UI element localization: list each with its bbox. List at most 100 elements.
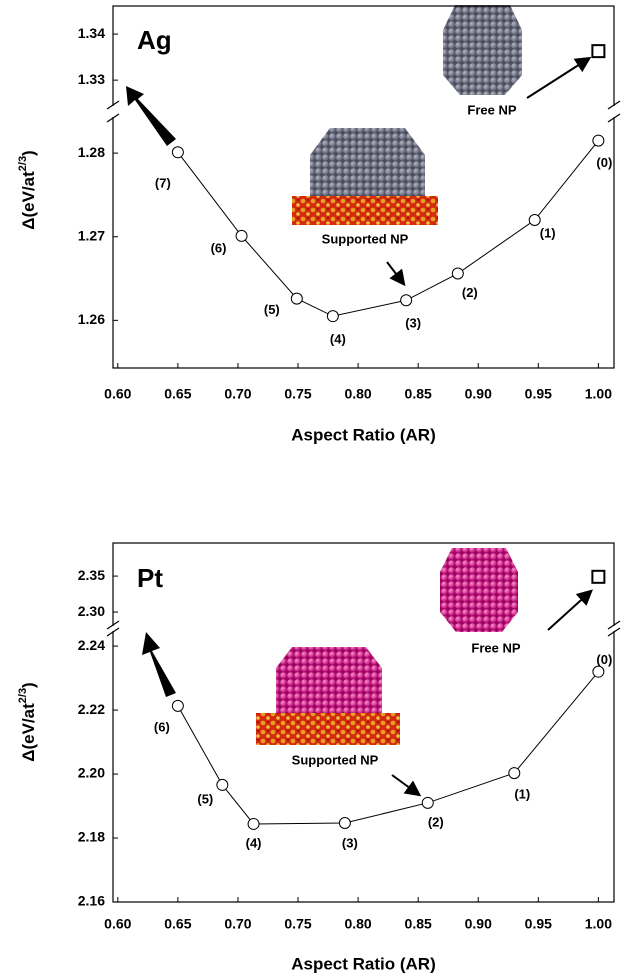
- y-axis-title-part: 2/3: [17, 156, 29, 171]
- plot-frame: [112, 542, 615, 903]
- x-axis-title: Aspect Ratio (AR): [291, 954, 436, 973]
- x-tick-label: 0.70: [224, 916, 251, 932]
- data-point: [421, 796, 434, 809]
- free-np-image: [443, 5, 522, 95]
- arrow: [526, 56, 592, 99]
- y-tick-label: 1.28: [78, 144, 105, 160]
- arrow: [386, 261, 406, 287]
- x-tick-label: 0.60: [104, 386, 131, 402]
- axis-break: [607, 620, 621, 630]
- x-tick-label: 0.70: [224, 386, 251, 402]
- x-tick-label: 0.85: [405, 386, 432, 402]
- x-tick-label: 0.90: [465, 916, 492, 932]
- y-tick-label: 2.22: [78, 701, 105, 717]
- y-tick-label: 1.33: [78, 71, 105, 87]
- point-label: (4): [246, 835, 262, 850]
- x-tick-label: 0.65: [164, 386, 191, 402]
- point-label: (1): [514, 787, 530, 802]
- free-np-point: [591, 569, 606, 584]
- axis-break: [608, 626, 620, 631]
- thick-arrow: [142, 632, 176, 697]
- data-point: [235, 229, 248, 242]
- y-axis-title-part: ): [19, 682, 38, 688]
- x-tick-label: 0.60: [104, 916, 131, 932]
- point-label: (0): [596, 155, 612, 170]
- axis-break: [106, 113, 120, 123]
- annotation: Supported NP: [292, 752, 379, 767]
- x-tick-label: 0.80: [344, 916, 371, 932]
- x-tick-label: 0.90: [465, 386, 492, 402]
- y-tick-label: 2.20: [78, 765, 105, 781]
- point-label: (4): [330, 332, 346, 347]
- axis-break: [106, 627, 120, 637]
- x-tick-label: 0.85: [405, 916, 432, 932]
- y-tick-label: 2.35: [78, 567, 105, 583]
- supported-np-image: [276, 647, 382, 713]
- data-point: [400, 294, 413, 307]
- point-label: (3): [342, 835, 358, 850]
- data-point: [338, 816, 351, 829]
- data-point: [508, 767, 521, 780]
- y-axis-title: Δ(eV/at2/3): [17, 150, 39, 229]
- data-point: [326, 310, 339, 323]
- free-np-image: [440, 548, 518, 632]
- y-tick-label: 1.26: [78, 311, 105, 327]
- supported-np-image: [310, 128, 425, 196]
- arrow: [547, 589, 593, 631]
- data-point: [592, 665, 605, 678]
- axis-break: [106, 100, 120, 110]
- y-tick-label: 2.30: [78, 603, 105, 619]
- data-point: [247, 817, 260, 830]
- substrate-image: [292, 196, 438, 225]
- annotation: Free NP: [467, 102, 516, 117]
- data-point: [528, 214, 541, 227]
- plot-frame: [112, 5, 615, 369]
- data-line: [177, 671, 599, 825]
- data-point: [451, 267, 464, 280]
- y-axis-title-part: 2/3: [17, 688, 29, 703]
- y-tick-label: 2.24: [78, 637, 105, 653]
- point-label: (3): [405, 316, 421, 331]
- data-line: [177, 140, 599, 317]
- panel-label: Pt: [137, 563, 163, 593]
- y-axis-title-part: ): [19, 150, 38, 156]
- x-tick-label: 0.75: [284, 386, 311, 402]
- x-axis-title: Aspect Ratio (AR): [291, 425, 436, 444]
- x-tick-label: 1.00: [585, 386, 612, 402]
- y-tick-label: 1.27: [78, 227, 105, 243]
- y-axis-title: Δ(eV/at2/3): [17, 682, 39, 761]
- substrate-image: [256, 713, 400, 745]
- x-tick-label: 0.95: [525, 386, 552, 402]
- point-label: (5): [197, 791, 213, 806]
- x-tick-label: 0.65: [164, 916, 191, 932]
- axis-break: [607, 627, 621, 637]
- thick-arrow: [126, 86, 176, 146]
- point-label: (2): [428, 814, 444, 829]
- y-axis-title-part: Δ(eV/at: [19, 171, 38, 230]
- point-label: (6): [211, 240, 227, 255]
- point-label: (5): [264, 302, 280, 317]
- point-label: (6): [154, 719, 170, 734]
- data-point: [290, 292, 303, 305]
- x-tick-label: 1.00: [585, 916, 612, 932]
- panel-label: Ag: [137, 25, 172, 55]
- point-label: (1): [540, 225, 556, 240]
- axis-break: [106, 620, 120, 630]
- y-axis-title-part: Δ(eV/at: [19, 703, 38, 762]
- annotation: Free NP: [471, 640, 520, 655]
- data-point: [216, 778, 229, 791]
- x-tick-label: 0.80: [344, 386, 371, 402]
- y-tick-label: 2.18: [78, 829, 105, 845]
- y-tick-label: 1.34: [78, 25, 105, 41]
- x-tick-label: 0.75: [284, 916, 311, 932]
- x-tick-label: 0.95: [525, 916, 552, 932]
- point-label: (7): [155, 176, 171, 191]
- y-tick-label: 2.16: [78, 893, 105, 909]
- axis-break: [607, 100, 621, 110]
- data-point: [592, 134, 605, 147]
- axis-break: [107, 626, 119, 631]
- point-label: (0): [596, 652, 612, 667]
- axis-break: [107, 106, 119, 117]
- arrow: [391, 774, 422, 797]
